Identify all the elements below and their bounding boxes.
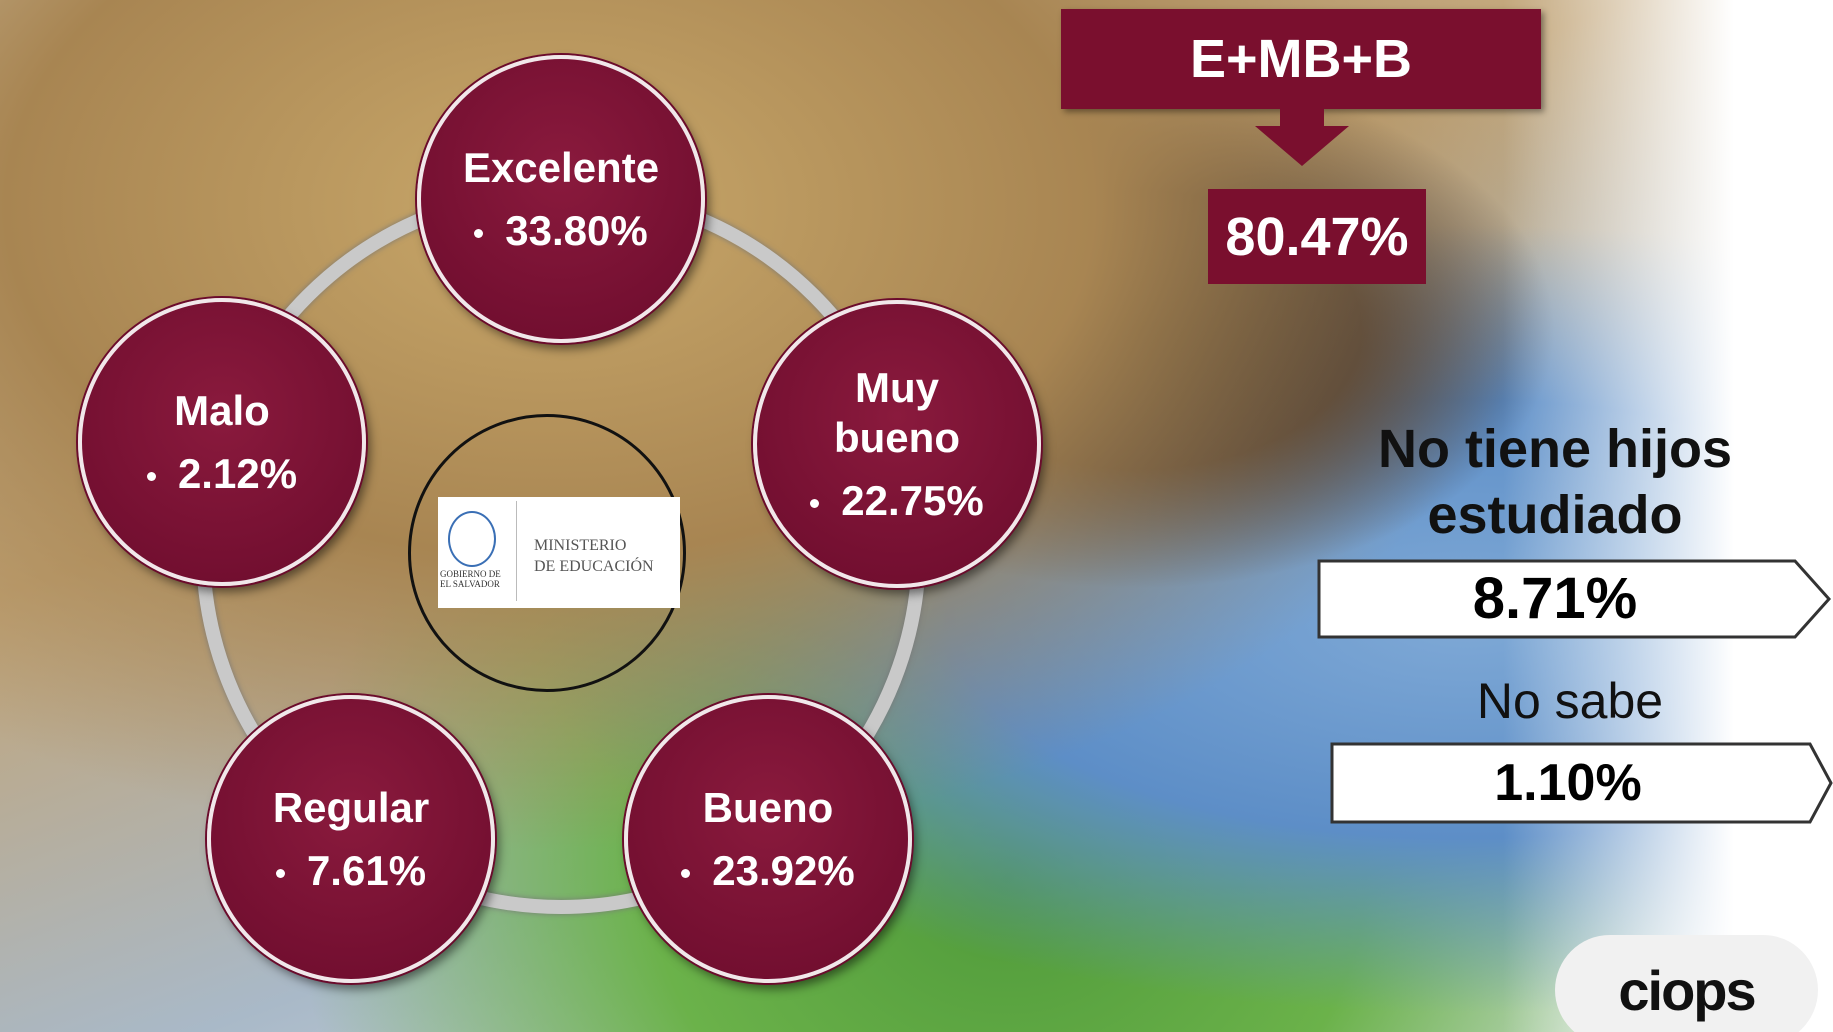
rating-circle: Excelente 33.80% bbox=[417, 55, 705, 343]
rating-label: Muy bueno bbox=[827, 363, 967, 463]
summary-title-text: E+MB+B bbox=[1190, 28, 1412, 90]
rating-circle: Regular 7.61% bbox=[207, 695, 495, 983]
rating-label: Excelente bbox=[463, 143, 659, 193]
rating-value: 23.92% bbox=[681, 847, 854, 895]
gov-line: EL SALVADOR bbox=[440, 579, 501, 589]
slide: GOBIERNO DEEL SALVADOR MINISTERIODE EDUC… bbox=[0, 0, 1833, 1032]
rating-circle: Bueno 23.92% bbox=[624, 695, 912, 983]
rating-label: Bueno bbox=[703, 783, 834, 833]
rating-circle: Muy bueno 22.75% bbox=[753, 300, 1041, 588]
divider bbox=[516, 501, 517, 601]
dont-know-value-text: 1.10% bbox=[1494, 753, 1641, 813]
arrow-shape bbox=[1255, 108, 1349, 166]
rating-label: Malo bbox=[174, 386, 270, 436]
down-arrow bbox=[1255, 108, 1349, 166]
rating-circle: Malo 2.12% bbox=[78, 298, 366, 586]
rating-value: 22.75% bbox=[810, 477, 983, 525]
summary-value: 80.47% bbox=[1208, 189, 1426, 284]
no-children-value: 8.71% bbox=[1320, 566, 1790, 630]
ministry-line: MINISTERIO bbox=[534, 535, 654, 556]
rating-label: Regular bbox=[273, 783, 429, 833]
dont-know-value: 1.10% bbox=[1333, 750, 1803, 816]
rating-value: 33.80% bbox=[474, 207, 647, 255]
no-children-label: No tiene hijos estudiado bbox=[1340, 416, 1770, 548]
ministry-line: DE EDUCACIÓN bbox=[534, 556, 654, 577]
gov-line: GOBIERNO DE bbox=[440, 569, 501, 579]
summary-title: E+MB+B bbox=[1061, 9, 1541, 109]
rating-value: 2.12% bbox=[147, 450, 297, 498]
no-children-value-text: 8.71% bbox=[1473, 565, 1637, 632]
summary-value-text: 80.47% bbox=[1225, 206, 1408, 268]
dont-know-label: No sabe bbox=[1380, 672, 1760, 730]
emblem bbox=[448, 511, 496, 567]
brand-logo: ciops bbox=[1555, 935, 1818, 1032]
rating-value: 7.61% bbox=[276, 847, 426, 895]
